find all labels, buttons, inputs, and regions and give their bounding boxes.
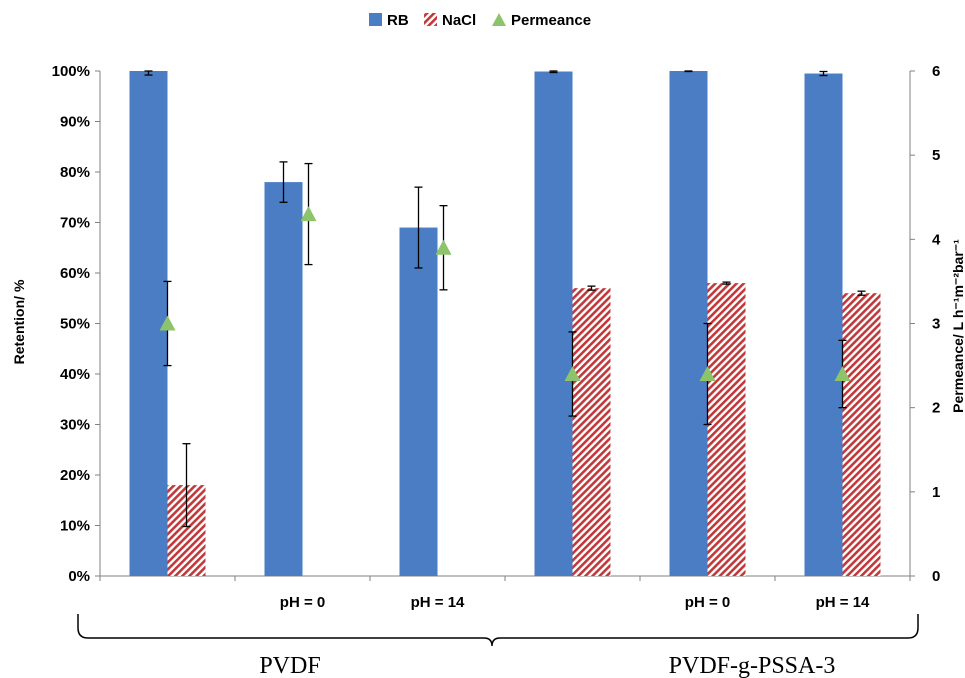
legend-label-permeance: Permeance: [511, 12, 591, 29]
marker-permeance: [564, 366, 581, 381]
y2-axis-title: Permeance/ L h⁻¹m⁻²bar⁻¹: [950, 239, 965, 413]
y-tick-label: 40%: [60, 366, 90, 383]
y-tick-label: 20%: [60, 467, 90, 484]
category-label: pH = 0: [685, 594, 730, 611]
group-label-pvdf-g-pssa-3: PVDF-g-PSSA-3: [669, 653, 836, 678]
y-tick-label: 10%: [60, 518, 90, 535]
legend-swatch-rb: [369, 13, 382, 26]
legend-marker-permeance: [492, 13, 506, 26]
y-tick-label: 60%: [60, 265, 90, 282]
bar-rb: [129, 71, 168, 576]
bar-rb: [264, 182, 303, 576]
y2-tick-label: 3: [932, 316, 940, 333]
y-tick-label: 70%: [60, 215, 90, 232]
bar-nacl: [572, 288, 611, 576]
y2-tick-label: 1: [932, 484, 940, 501]
y-tick-label: 100%: [52, 63, 90, 80]
marker-permeance: [699, 366, 716, 381]
legend: RB NaCl Permeance: [369, 12, 591, 29]
category-label: pH = 14: [411, 594, 465, 611]
bar-rb: [399, 227, 438, 577]
legend-swatch-nacl: [424, 13, 437, 26]
category-label: pH = 14: [816, 594, 870, 611]
y-tick-label: 80%: [60, 164, 90, 181]
category-label: pH = 0: [280, 594, 325, 611]
group-label-pvdf: PVDF: [259, 653, 320, 678]
marker-permeance: [300, 206, 317, 222]
group-brace: [77, 614, 919, 647]
error-bars: [144, 70, 866, 528]
y2-tick-label: 0: [932, 568, 940, 585]
marker-permeance: [834, 366, 851, 381]
y-ticks-left: 0% 10% 20% 30% 40% 50% 60% 70% 80% 90% 100%: [52, 63, 100, 585]
y-tick-label: 90%: [60, 114, 90, 131]
y-ticks-right: 0 1 2 3 4 5 6: [910, 63, 941, 585]
y2-tick-label: 2: [932, 400, 940, 417]
y2-tick-label: 4: [932, 231, 941, 248]
x-ticks: [99, 576, 911, 581]
marker-permeance: [435, 239, 452, 255]
category-labels: pH = 0 pH = 14 pH = 0 pH = 14: [280, 594, 870, 611]
y2-tick-label: 5: [932, 147, 940, 164]
bar-rb: [534, 71, 573, 576]
y-tick-label: 30%: [60, 417, 90, 434]
bar-rb: [804, 73, 843, 577]
y-tick-label: 0%: [68, 568, 90, 585]
y-tick-label: 50%: [60, 316, 90, 333]
bar-nacl: [842, 293, 881, 576]
y-axis-title: Retention/ %: [11, 279, 27, 364]
bar-rb: [669, 71, 708, 576]
bars: [129, 71, 881, 577]
permeance-markers: [159, 206, 851, 381]
y2-tick-label: 6: [932, 63, 940, 80]
marker-permeance: [159, 315, 176, 331]
legend-label-nacl: NaCl: [442, 12, 476, 29]
legend-label-rb: RB: [387, 12, 409, 29]
bar-nacl: [707, 283, 746, 576]
